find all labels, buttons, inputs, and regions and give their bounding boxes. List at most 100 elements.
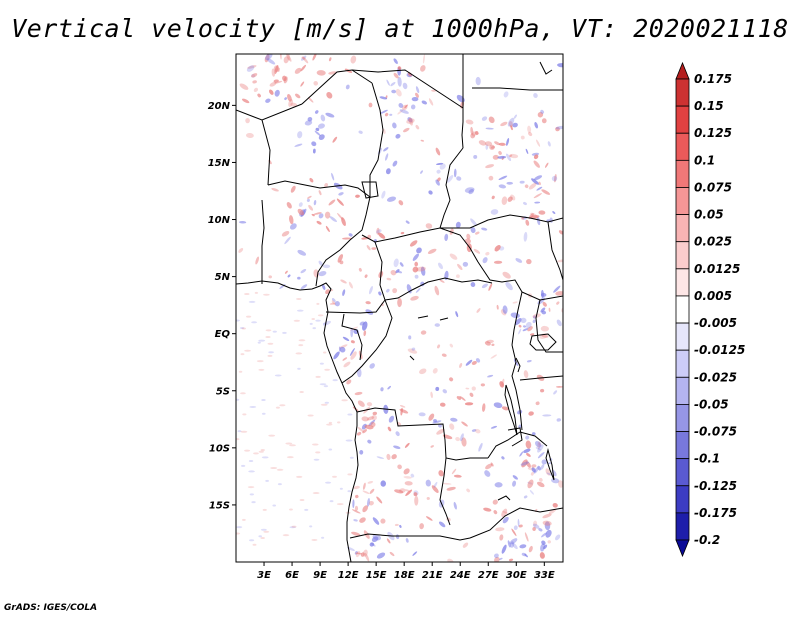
- downward-motion-patch: [249, 539, 255, 542]
- upward-motion-patch: [343, 361, 351, 368]
- upward-motion-patch: [538, 181, 541, 186]
- downward-motion-patch: [395, 269, 400, 274]
- upward-motion-patch: [420, 65, 426, 72]
- upward-motion-patch: [318, 190, 322, 196]
- upward-motion-patch: [434, 285, 440, 296]
- upward-motion-patch: [262, 508, 267, 511]
- downward-motion-patch: [535, 447, 541, 451]
- upward-motion-patch: [473, 248, 481, 254]
- upward-motion-patch: [365, 301, 371, 305]
- downward-motion-patch: [420, 266, 426, 276]
- downward-motion-patch: [265, 479, 269, 482]
- upward-motion-patch: [510, 125, 513, 131]
- downward-motion-patch: [294, 143, 303, 147]
- downward-motion-patch: [393, 58, 398, 64]
- upward-motion-patch: [286, 202, 292, 209]
- upward-motion-patch: [482, 403, 486, 412]
- upward-motion-patch: [287, 94, 292, 102]
- downward-motion-patch: [490, 209, 499, 215]
- upward-motion-patch: [341, 399, 348, 402]
- upward-motion-patch: [268, 434, 276, 437]
- upward-motion-patch: [442, 434, 453, 440]
- downward-motion-patch: [265, 54, 273, 61]
- upward-motion-patch: [498, 150, 502, 155]
- upward-motion-patch: [533, 520, 538, 527]
- downward-motion-patch: [540, 307, 546, 313]
- downward-motion-patch: [372, 517, 380, 525]
- downward-motion-patch: [381, 190, 386, 199]
- upward-motion-patch: [325, 289, 330, 295]
- border-nigeria-benin: [261, 199, 265, 284]
- upward-motion-patch: [436, 428, 445, 435]
- upward-motion-patch: [284, 270, 288, 274]
- upward-motion-patch: [340, 279, 347, 284]
- upward-motion-patch: [337, 212, 344, 221]
- upward-motion-patch: [541, 189, 551, 195]
- colorbar-top-arrow: [675, 61, 690, 80]
- downward-motion-patch: [397, 76, 402, 87]
- downward-motion-patch: [238, 221, 247, 224]
- downward-motion-patch: [464, 187, 475, 193]
- downward-motion-patch: [261, 456, 269, 459]
- upward-motion-patch: [403, 468, 410, 475]
- upward-motion-patch: [465, 387, 470, 390]
- upward-motion-patch: [419, 523, 424, 530]
- upward-motion-patch: [376, 496, 383, 504]
- downward-motion-patch: [304, 120, 313, 126]
- upward-motion-patch: [523, 370, 529, 379]
- colorbar-label: -0.0125: [694, 343, 745, 357]
- upward-motion-patch: [315, 451, 321, 454]
- colorbar-label: 0.025: [694, 235, 732, 249]
- upward-motion-patch: [415, 125, 420, 130]
- upward-motion-patch: [526, 452, 531, 457]
- downward-motion-patch: [322, 322, 328, 325]
- upward-motion-patch: [397, 109, 404, 115]
- upward-motion-patch: [311, 213, 315, 217]
- downward-motion-patch: [352, 499, 355, 509]
- downward-motion-patch: [502, 305, 508, 314]
- downward-motion-patch: [484, 470, 491, 477]
- upward-motion-patch: [307, 97, 314, 103]
- downward-motion-patch: [425, 479, 431, 487]
- downward-motion-patch: [531, 432, 536, 436]
- downward-motion-patch: [462, 261, 469, 267]
- upward-motion-patch: [367, 416, 375, 421]
- upward-motion-patch: [287, 54, 292, 62]
- downward-motion-patch: [236, 526, 243, 529]
- downward-motion-patch: [325, 112, 335, 118]
- upward-motion-patch: [240, 353, 245, 356]
- downward-motion-patch: [498, 175, 508, 181]
- downward-motion-patch: [517, 518, 520, 527]
- upward-motion-patch: [301, 56, 306, 60]
- upward-motion-patch: [247, 486, 255, 489]
- upward-motion-patch: [350, 351, 357, 360]
- upward-motion-patch: [241, 327, 246, 330]
- upward-motion-patch: [364, 552, 370, 562]
- downward-motion-patch: [380, 480, 386, 487]
- upward-motion-patch: [264, 54, 270, 63]
- upward-motion-patch: [455, 436, 461, 442]
- downward-motion-patch: [386, 79, 390, 86]
- upward-motion-patch: [438, 470, 444, 477]
- upward-motion-patch: [263, 530, 270, 533]
- upward-motion-patch: [459, 395, 466, 401]
- downward-motion-patch: [523, 201, 527, 205]
- lake-mweru: [507, 427, 523, 447]
- upward-motion-patch: [362, 482, 366, 490]
- downward-motion-patch: [438, 521, 446, 528]
- upward-motion-patch: [244, 349, 251, 352]
- downward-motion-patch: [376, 456, 384, 459]
- downward-motion-patch: [534, 122, 539, 129]
- downward-motion-patch: [329, 500, 334, 503]
- upward-motion-patch: [493, 510, 498, 515]
- downward-motion-patch: [556, 319, 562, 327]
- downward-motion-patch: [248, 300, 256, 303]
- upward-motion-patch: [389, 551, 395, 557]
- upward-motion-patch: [397, 66, 402, 70]
- downward-motion-patch: [319, 383, 327, 386]
- downward-motion-patch: [525, 435, 530, 440]
- downward-motion-patch: [349, 456, 354, 459]
- downward-motion-patch: [432, 420, 442, 424]
- downward-motion-patch: [338, 192, 344, 196]
- downward-motion-patch: [537, 444, 544, 453]
